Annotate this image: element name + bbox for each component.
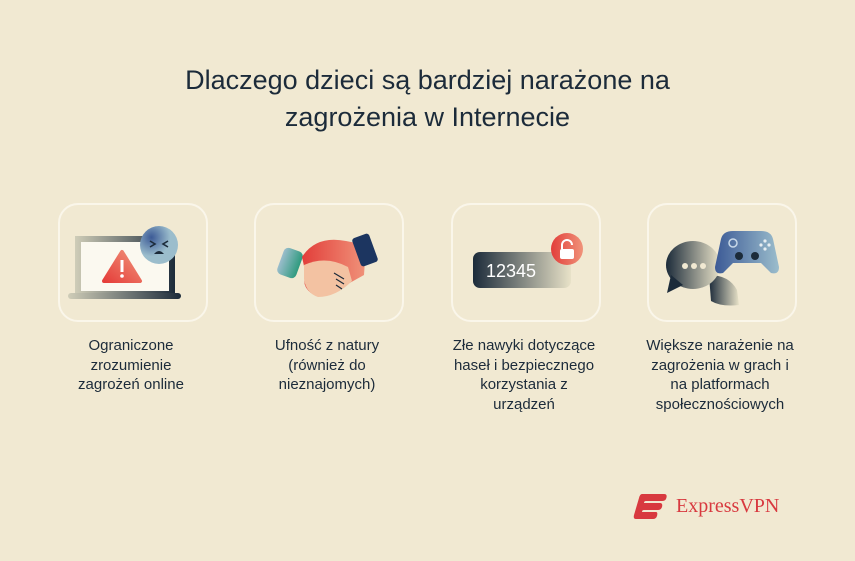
card-passwords: 12345 xyxy=(451,203,601,322)
caption-4: Większe narażenie na zagrożenia w grach … xyxy=(620,336,820,414)
laptop-warning-icon xyxy=(68,226,181,299)
caption-line: urządzeń xyxy=(493,395,555,413)
caption-line: nieznajomych) xyxy=(278,376,376,393)
title-line-1: Dlaczego dzieci są bardziej narażone na xyxy=(185,65,670,95)
caption-line: Większe narażenie na xyxy=(646,337,794,354)
password-unlocked-icon: 12345 xyxy=(473,233,583,288)
caption-line: Ograniczone xyxy=(88,337,174,354)
brand-name: ExpressVPN xyxy=(676,494,780,517)
caption-line: (również do xyxy=(288,356,366,374)
card-trust xyxy=(254,203,404,322)
caption-line: haseł i bezpiecznego xyxy=(453,356,595,374)
page-title: Dlaczego dzieci są bardziej narażone na … xyxy=(0,62,855,136)
handshake-icon xyxy=(277,233,378,297)
expressvpn-logo: ExpressVPN xyxy=(632,492,779,520)
expressvpn-logo-icon xyxy=(633,494,667,519)
card-gaming-social xyxy=(647,203,797,322)
caption-3: Złe nawyki dotyczące haseł i bezpieczneg… xyxy=(424,336,624,414)
caption-line: na platformach xyxy=(670,376,770,393)
caption-line: społecznościowych xyxy=(655,395,785,413)
password-text: 12345 xyxy=(486,261,536,281)
caption-line: zagrożenia w grach i xyxy=(651,356,789,374)
caption-1: Ograniczone zrozumienie zagrożeń online xyxy=(31,336,231,395)
caption-line: korzystania z xyxy=(480,376,568,393)
caption-line: Ufność z natury xyxy=(274,337,380,354)
chat-gamepad-icon xyxy=(666,231,779,306)
caption-2: Ufność z natury (również do nieznajomych… xyxy=(227,336,427,395)
caption-line: zrozumienie xyxy=(90,356,172,374)
caption-line: Złe nawyki dotyczące xyxy=(452,337,596,354)
card-limited-understanding xyxy=(58,203,208,322)
title-line-2: zagrożenia w Internecie xyxy=(284,102,571,132)
caption-line: zagrożeń online xyxy=(78,376,184,393)
